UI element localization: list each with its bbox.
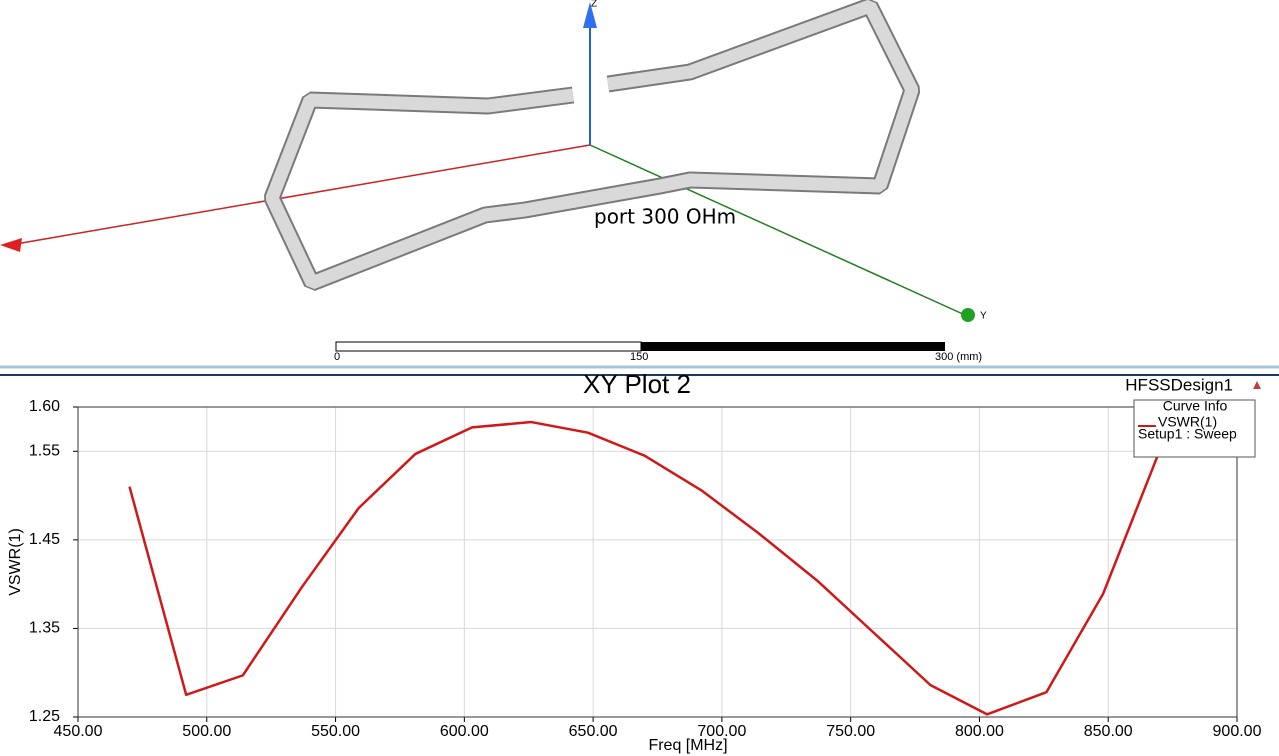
scale-bar-black <box>641 342 945 351</box>
x-tick-label: 450.00 <box>54 723 103 740</box>
x-tick-label: 800.00 <box>955 723 1004 740</box>
chart-title: XY Plot 2 <box>583 369 691 399</box>
x-tick-label: 750.00 <box>826 723 875 740</box>
y-axis-3d <box>589 144 966 316</box>
legend-label: VSWR(1) <box>1158 414 1217 430</box>
x-tick-label: 500.00 <box>182 723 231 740</box>
y-tick-label: 1.35 <box>29 620 60 637</box>
x-tick-label: 850.00 <box>1084 723 1133 740</box>
y-tick-label: 1.55 <box>29 443 60 460</box>
plot-area: 450.00 500.00 550.00 600.00 650.00 700.00 750.… <box>29 398 1262 741</box>
x-arrow <box>0 238 22 252</box>
x-tick-label: 900.00 <box>1213 723 1262 740</box>
design-icon <box>1253 381 1261 389</box>
y-tick-label: 1.25 <box>29 708 60 725</box>
x-tick-label: 650.00 <box>569 723 618 740</box>
scale-label: 150 <box>630 351 648 363</box>
antenna-edge <box>264 0 921 291</box>
legend-sublabel: Setup1 : Sweep <box>1138 426 1237 442</box>
model-view: port 300 OHm Z Y 0 150 300 (mm) <box>0 0 987 363</box>
x-tick-label: 600.00 <box>440 723 489 740</box>
x-axis-3d <box>9 144 591 246</box>
legend-title: Curve Info <box>1163 398 1228 414</box>
legend-box <box>1133 399 1256 458</box>
x-axis-label: Freq [MHz] <box>648 737 727 754</box>
y-axis-label: VSWR(1) <box>7 528 24 596</box>
data-line <box>128 420 1161 716</box>
scale-label: 0 <box>334 351 340 363</box>
antenna-face <box>265 0 919 290</box>
z-arrow <box>583 2 597 28</box>
x-tick-label: 550.00 <box>311 723 360 740</box>
y-label: Y <box>980 311 987 322</box>
scale-bar-white <box>335 341 642 352</box>
z-label: Z <box>591 0 597 10</box>
scale-label: 300 (mm) <box>935 351 982 363</box>
x-tick-label: 700.00 <box>697 723 746 740</box>
plot-background <box>78 407 1237 717</box>
antenna <box>264 0 921 291</box>
plot-frame <box>77 406 1238 718</box>
y-tick-label: 1.60 <box>29 398 60 415</box>
port-label: port 300 OHm <box>594 205 736 229</box>
y-arrow <box>961 308 975 322</box>
design-name: HFSSDesign1 <box>1125 375 1233 394</box>
y-tick-label: 1.45 <box>29 531 60 548</box>
